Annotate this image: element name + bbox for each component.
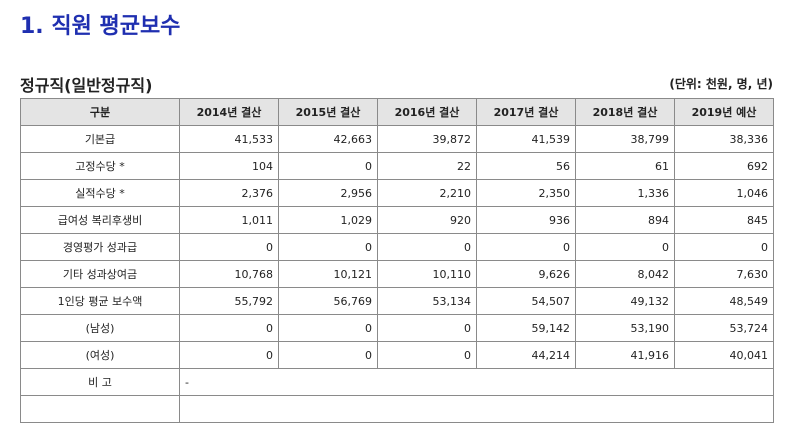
cell-value: 22 bbox=[377, 152, 477, 180]
cell-value: 39,872 bbox=[377, 125, 477, 153]
cell-value: 920 bbox=[377, 206, 477, 234]
cell-value: 894 bbox=[575, 206, 675, 234]
cell-value: 0 bbox=[179, 314, 279, 342]
cell-value: 1,011 bbox=[179, 206, 279, 234]
row-label: 실적수당 * bbox=[20, 179, 180, 207]
cell-value: 0 bbox=[278, 233, 378, 261]
cell-value: 53,190 bbox=[575, 314, 675, 342]
cell-value: 7,630 bbox=[674, 260, 774, 288]
row-label: (여성) bbox=[20, 341, 180, 369]
cell-value: 0 bbox=[278, 314, 378, 342]
row-label: 급여성 복리후생비 bbox=[20, 206, 180, 234]
cell-value: 1,029 bbox=[278, 206, 378, 234]
row-label: 1인당 평균 보수액 bbox=[20, 287, 180, 315]
page-title: 1. 직원 평균보수 bbox=[20, 14, 181, 39]
table-row: 고정수당 * 104 0 22 56 61 692 bbox=[20, 152, 774, 180]
cell-value: 38,336 bbox=[674, 125, 774, 153]
cell-value: 2,210 bbox=[377, 179, 477, 207]
cell-value: 38,799 bbox=[575, 125, 675, 153]
cell-value: 936 bbox=[476, 206, 576, 234]
header-2015-settlement: 2015년 결산 bbox=[278, 98, 378, 126]
table-row: 1인당 평균 보수액 55,792 56,769 53,134 54,507 4… bbox=[20, 287, 774, 315]
cell-value: 48,549 bbox=[674, 287, 774, 315]
table-row: 실적수당 * 2,376 2,956 2,210 2,350 1,336 1,0… bbox=[20, 179, 774, 207]
table-row: 기타 성과상여금 10,768 10,121 10,110 9,626 8,04… bbox=[20, 260, 774, 288]
cell-value: 53,724 bbox=[674, 314, 774, 342]
cell-value: 0 bbox=[377, 341, 477, 369]
cell-value: 0 bbox=[278, 152, 378, 180]
cell-value: 56 bbox=[476, 152, 576, 180]
header-2018-settlement: 2018년 결산 bbox=[575, 98, 675, 126]
table-row: (남성) 0 0 0 59,142 53,190 53,724 bbox=[20, 314, 774, 342]
cell-value: 0 bbox=[674, 233, 774, 261]
cell-value: 2,956 bbox=[278, 179, 378, 207]
cell-value: 41,539 bbox=[476, 125, 576, 153]
cell-value: 104 bbox=[179, 152, 279, 180]
cell-value: 40,041 bbox=[674, 341, 774, 369]
cell-value: 54,507 bbox=[476, 287, 576, 315]
cell-value: 44,214 bbox=[476, 341, 576, 369]
header-2014-settlement: 2014년 결산 bbox=[179, 98, 279, 126]
cell-value: 0 bbox=[179, 341, 279, 369]
cell-value: 0 bbox=[476, 233, 576, 261]
cell-value: 59,142 bbox=[476, 314, 576, 342]
average-pay-table: 구분 2014년 결산 2015년 결산 2016년 결산 2017년 결산 2… bbox=[20, 98, 774, 423]
section-header: 정규직(일반정규직) (단위: 천원, 명, 년) bbox=[20, 72, 773, 95]
unit-note: (단위: 천원, 명, 년) bbox=[669, 77, 773, 91]
table-row: 급여성 복리후생비 1,011 1,029 920 936 894 845 bbox=[20, 206, 774, 234]
cell-value: 0 bbox=[179, 233, 279, 261]
cell-value: 1,336 bbox=[575, 179, 675, 207]
row-label: 경영평가 성과급 bbox=[20, 233, 180, 261]
table-row: (여성) 0 0 0 44,214 41,916 40,041 bbox=[20, 341, 774, 369]
cell-value: 9,626 bbox=[476, 260, 576, 288]
cell-value: 56,769 bbox=[278, 287, 378, 315]
cell-value: 0 bbox=[575, 233, 675, 261]
remark-row: 비 고 - bbox=[20, 368, 774, 396]
section-subtitle: 정규직(일반정규직) bbox=[20, 76, 153, 95]
row-label: (남성) bbox=[20, 314, 180, 342]
header-2016-settlement: 2016년 결산 bbox=[377, 98, 477, 126]
remark-label: 비 고 bbox=[20, 368, 180, 396]
row-label: 기타 성과상여금 bbox=[20, 260, 180, 288]
cell-value: 0 bbox=[377, 233, 477, 261]
row-label: 고정수당 * bbox=[20, 152, 180, 180]
header-2017-settlement: 2017년 결산 bbox=[476, 98, 576, 126]
cell-value: 10,121 bbox=[278, 260, 378, 288]
cell-value: 2,350 bbox=[476, 179, 576, 207]
cell-value: 845 bbox=[674, 206, 774, 234]
cell-value: 0 bbox=[278, 341, 378, 369]
cell-value: 10,110 bbox=[377, 260, 477, 288]
cell-value: 55,792 bbox=[179, 287, 279, 315]
cell-value: 49,132 bbox=[575, 287, 675, 315]
cell-value: 2,376 bbox=[179, 179, 279, 207]
cell-value: 53,134 bbox=[377, 287, 477, 315]
cell-value: 692 bbox=[674, 152, 774, 180]
row-label: 기본급 bbox=[20, 125, 180, 153]
cell-value: 0 bbox=[377, 314, 477, 342]
table-header-row: 구분 2014년 결산 2015년 결산 2016년 결산 2017년 결산 2… bbox=[20, 98, 774, 126]
cell-value: 8,042 bbox=[575, 260, 675, 288]
header-category: 구분 bbox=[20, 98, 180, 126]
cell-value: 41,916 bbox=[575, 341, 675, 369]
cell-value: 41,533 bbox=[179, 125, 279, 153]
table-row: 경영평가 성과급 0 0 0 0 0 0 bbox=[20, 233, 774, 261]
cell-value: 1,046 bbox=[674, 179, 774, 207]
cell-value: 10,768 bbox=[179, 260, 279, 288]
cell-value: 61 bbox=[575, 152, 675, 180]
header-2019-budget: 2019년 예산 bbox=[674, 98, 774, 126]
remark-value: - bbox=[179, 368, 774, 396]
table-row: 기본급 41,533 42,663 39,872 41,539 38,799 3… bbox=[20, 125, 774, 153]
cell-value: 42,663 bbox=[278, 125, 378, 153]
